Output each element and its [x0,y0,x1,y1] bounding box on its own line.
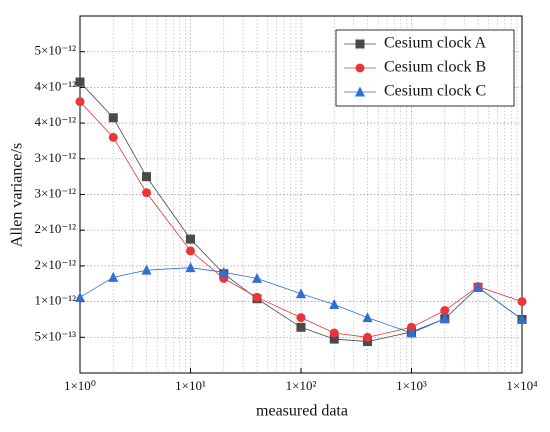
marker [517,313,527,324]
y-tick-label: 1×10⁻¹² [35,293,77,308]
legend-label: Cesium clock A [384,35,487,52]
plot-frame [79,15,523,374]
marker [218,266,229,277]
x-axis-label: measured data [256,403,348,420]
marker [362,312,373,323]
marker [363,332,373,342]
x-tick-label: 1×10⁴ [506,378,538,393]
marker [75,77,85,87]
marker [296,313,306,323]
x-tick-label: 1×10³ [396,378,427,393]
marker [296,288,306,299]
marker [329,298,340,309]
legend-label: Cesium clock C [384,83,486,100]
marker [355,63,365,73]
y-tick-label: 3×10⁻¹² [35,150,77,165]
marker [75,291,85,302]
x-tick-label: 1×10¹ [175,378,206,393]
y-tick-label: 2×10⁻¹² [35,257,77,272]
marker [407,322,416,332]
y-tick-label: 5×10⁻¹² [35,43,77,58]
y-tick-label: 3×10⁻¹² [35,185,77,200]
marker [296,322,306,332]
x-tick-label: 1×10² [286,378,317,393]
marker [406,327,417,338]
marker [141,264,152,275]
marker [108,132,118,142]
marker [355,86,365,97]
legend-label: Cesium clock B [384,59,486,76]
marker [440,306,450,316]
marker [75,97,85,107]
marker [142,188,152,198]
marker [108,113,118,123]
y-tick-label: 4×10⁻¹² [35,114,77,129]
marker [517,297,527,307]
marker [252,272,263,283]
y-tick-label: 5×10⁻¹³ [35,328,77,343]
y-tick-label: 4×10⁻¹² [35,78,77,93]
marker [329,328,339,338]
marker [108,271,119,282]
y-axis-label: Allen variance/s [9,143,26,247]
marker [473,281,484,292]
marker [142,172,152,182]
marker [186,234,195,244]
marker [186,246,195,256]
marker [439,313,450,324]
marker [329,334,339,344]
x-tick-label: 1×10⁰ [64,378,96,393]
marker [185,262,196,273]
marker [252,292,262,302]
y-tick-label: 2×10⁻¹² [35,221,77,236]
marker [355,39,365,49]
